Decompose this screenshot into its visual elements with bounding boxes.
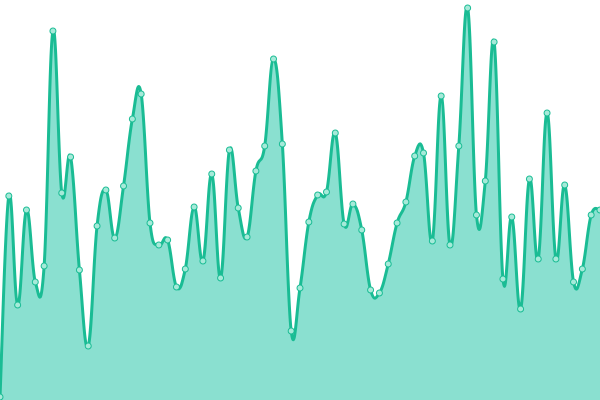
data-point-2 xyxy=(14,301,22,309)
data-point-40 xyxy=(349,200,357,208)
data-point-19 xyxy=(164,236,172,244)
data-point-29 xyxy=(252,167,260,175)
data-point-49 xyxy=(428,237,436,245)
data-point-21 xyxy=(181,265,189,273)
data-point-50 xyxy=(437,92,445,100)
data-point-42 xyxy=(367,286,375,294)
data-point-52 xyxy=(455,142,463,150)
data-point-38 xyxy=(331,129,339,137)
data-point-33 xyxy=(287,327,295,335)
data-point-57 xyxy=(499,275,507,283)
data-point-37 xyxy=(322,188,330,196)
data-point-13 xyxy=(111,234,119,242)
data-point-62 xyxy=(543,109,551,117)
data-point-58 xyxy=(508,213,516,221)
data-point-23 xyxy=(199,257,207,265)
data-point-27 xyxy=(234,204,242,212)
data-point-63 xyxy=(552,255,560,263)
data-point-60 xyxy=(525,175,533,183)
area-fill xyxy=(0,6,600,400)
data-point-12 xyxy=(102,186,110,194)
data-point-15 xyxy=(128,115,136,123)
data-point-55 xyxy=(481,177,489,185)
data-point-8 xyxy=(67,153,75,161)
data-point-25 xyxy=(217,274,225,282)
data-point-7 xyxy=(58,189,66,197)
data-point-1 xyxy=(5,192,13,200)
data-point-54 xyxy=(472,211,480,219)
data-point-30 xyxy=(261,142,269,150)
data-point-41 xyxy=(358,226,366,234)
data-point-3 xyxy=(22,206,30,214)
data-point-47 xyxy=(411,152,419,160)
data-point-44 xyxy=(384,260,392,268)
data-point-36 xyxy=(314,191,322,199)
data-point-10 xyxy=(84,342,92,350)
data-point-24 xyxy=(208,170,216,178)
data-point-59 xyxy=(517,305,525,313)
data-point-17 xyxy=(146,219,154,227)
data-point-68 xyxy=(596,206,600,214)
data-point-64 xyxy=(561,181,569,189)
data-point-46 xyxy=(402,198,410,206)
data-point-0 xyxy=(0,393,4,400)
data-point-48 xyxy=(420,149,428,157)
data-point-67 xyxy=(587,211,595,219)
data-point-28 xyxy=(243,233,251,241)
data-point-56 xyxy=(490,38,498,46)
data-point-65 xyxy=(570,278,578,286)
data-point-66 xyxy=(578,265,586,273)
data-point-26 xyxy=(225,146,233,154)
data-point-35 xyxy=(305,218,313,226)
data-point-34 xyxy=(296,284,304,292)
data-points xyxy=(0,4,600,400)
data-point-18 xyxy=(155,241,163,249)
data-point-14 xyxy=(120,182,128,190)
data-point-43 xyxy=(375,289,383,297)
data-point-4 xyxy=(31,278,39,286)
data-point-5 xyxy=(40,262,48,270)
data-point-22 xyxy=(190,203,198,211)
data-point-39 xyxy=(340,220,348,228)
data-point-9 xyxy=(75,266,83,274)
data-point-53 xyxy=(464,4,472,12)
data-point-16 xyxy=(137,90,145,98)
data-point-32 xyxy=(278,140,286,148)
data-point-45 xyxy=(393,219,401,227)
data-point-61 xyxy=(534,255,542,263)
data-point-6 xyxy=(49,27,57,35)
data-point-51 xyxy=(446,241,454,249)
data-point-31 xyxy=(270,55,278,63)
data-point-11 xyxy=(93,222,101,230)
data-point-20 xyxy=(172,283,180,291)
